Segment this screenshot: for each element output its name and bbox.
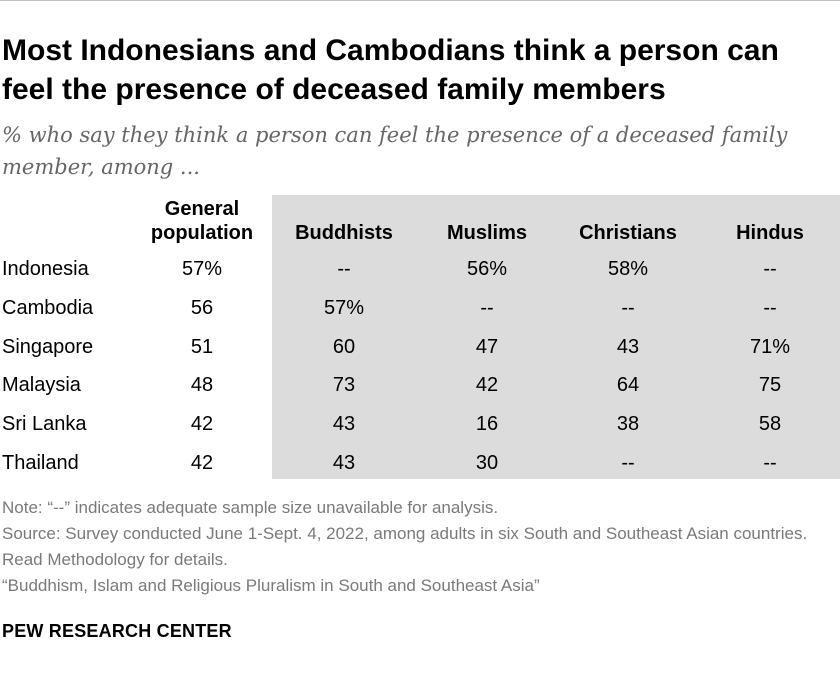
table-cell: -- (337, 258, 351, 280)
row-label: Malaysia (2, 374, 81, 396)
brand-logo-text: PEW RESEARCH CENTER (2, 621, 232, 641)
column-header-line: Buddhists (295, 222, 393, 244)
table-cell: 58% (607, 258, 649, 280)
source-text: Source: Survey conducted June 1-Sept. 4,… (2, 524, 808, 569)
table-cell: 43 (616, 336, 640, 358)
table-cell: -- (763, 452, 777, 474)
table-cell: -- (763, 297, 777, 319)
notes-block: Note: “--” indicates adequate sample siz… (2, 495, 838, 599)
table-cell: 42 (190, 413, 214, 435)
column-header-line: Hindus (736, 222, 804, 244)
chart-subtitle: % who say they think a person can feel t… (2, 123, 788, 179)
table-cell: 47 (475, 336, 499, 358)
table-cell: 71% (749, 336, 791, 358)
table-cell: 51 (190, 336, 214, 358)
table-cell: 58 (758, 413, 782, 435)
table-cell: 48 (190, 374, 214, 396)
column-header-line: Muslims (446, 222, 528, 244)
table-cell: 42 (190, 452, 214, 474)
column-header: Hindus (736, 221, 804, 245)
table-cell: 30 (475, 452, 499, 474)
table-cell: 60 (332, 336, 356, 358)
column-header: General population (151, 197, 253, 245)
table-cell: -- (480, 297, 494, 319)
row-label: Indonesia (2, 258, 89, 280)
column-header-line: population (150, 222, 254, 244)
table-cell: -- (621, 297, 635, 319)
table-cell: 75 (758, 374, 782, 396)
table-cell: -- (763, 258, 777, 280)
table-cell: 64 (616, 374, 640, 396)
row-label: Singapore (2, 336, 94, 358)
column-header-line: General (164, 198, 240, 220)
table-cell: 56% (466, 258, 508, 280)
note-text: Note: “--” indicates adequate sample siz… (2, 498, 499, 517)
report-title: “Buddhism, Islam and Religious Pluralism… (2, 576, 540, 595)
row-label: Sri Lanka (2, 413, 87, 435)
table-cell: -- (621, 452, 635, 474)
table-cell: 43 (332, 452, 356, 474)
column-header: Buddhists (295, 221, 393, 245)
column-header: Muslims (447, 221, 527, 245)
table-cell: 16 (475, 413, 499, 435)
column-header-line: Christians (579, 222, 677, 244)
table-cell: 57% (323, 297, 365, 319)
religion-columns-shading (272, 195, 840, 479)
row-label: Thailand (2, 452, 79, 474)
table-cell: 43 (332, 413, 356, 435)
table-cell: 42 (475, 374, 499, 396)
table-cell: 73 (332, 374, 356, 396)
chart-title: Most Indonesians and Cambodians think a … (2, 34, 779, 106)
table-cell: 38 (616, 413, 640, 435)
table-cell: 56 (190, 297, 214, 319)
row-label: Cambodia (2, 297, 94, 319)
column-header: Christians (579, 221, 677, 245)
table-cell: 57% (181, 258, 223, 280)
